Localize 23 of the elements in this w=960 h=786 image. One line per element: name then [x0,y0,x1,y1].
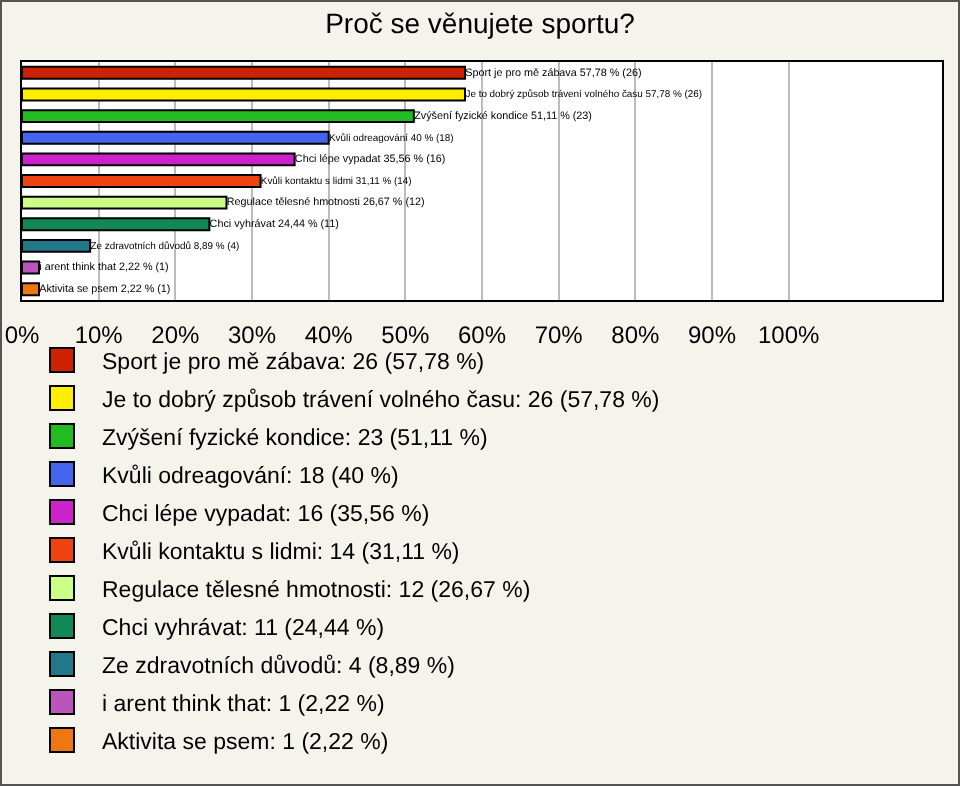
legend-label: Kvůli kontaktu s lidmi: 14 (31,11 %) [102,538,460,565]
x-tick-label: 50% [381,320,430,349]
legend-label: Regulace tělesné hmotnosti: 12 (26,67 %) [102,578,531,603]
x-tick-label: 60% [457,320,507,349]
x-tick-label: 80% [611,320,660,349]
legend-label: Chci vyhrávat: 11 (24,44 %) [102,616,385,641]
legend-label: Zvýšení fyzické kondice: 23 (51,11 %) [102,426,488,451]
legend-label: Chci lépe vypadat: 16 (35,56 %) [102,502,430,527]
legend-label: Je to dobrý způsob trávení volného času: 26 (57,78 %) [102,386,660,413]
legend-label: Ze zdravotních důvodů: 4 (8,89 %) [102,652,456,679]
chart-title: Proč se věnujete sportu? [325,7,636,40]
legend-label: Sport je pro mě zábava: 26 (57,78 %) [102,350,485,375]
legend-label: Aktivita se psem: 1 (2,22 %) [102,730,389,755]
legend-label: Kvůli odreagování: 18 (40 %) [102,462,399,489]
x-tick-label: 20% [151,320,200,349]
legend-label: i arent think that: 1 (2,22 %) [102,692,385,717]
x-tick-label: 70% [534,320,584,349]
x-tick-label: 30% [227,320,277,349]
x-tick-label: 40% [304,320,354,349]
x-tick-label: 10% [74,320,124,349]
x-tick-label: 90% [687,320,737,349]
x-tick-label: 100% [757,320,820,349]
x-tick-label: 0% [4,320,40,349]
